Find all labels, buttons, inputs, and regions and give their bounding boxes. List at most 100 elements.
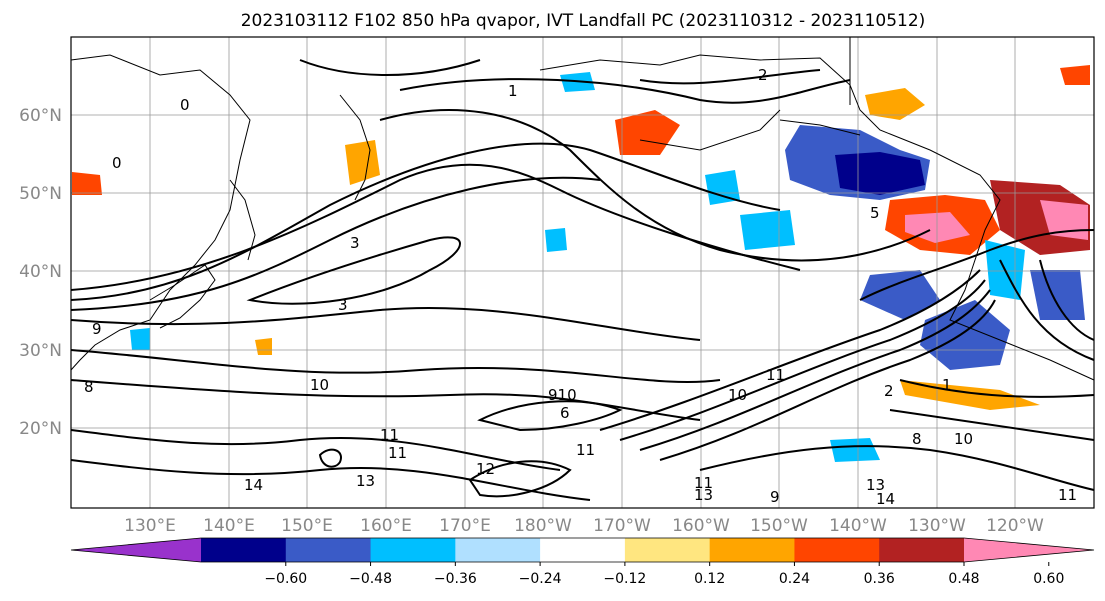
- contour-label: 8: [84, 378, 94, 396]
- contour-line: [70, 379, 701, 421]
- contour-line: [299, 59, 481, 76]
- shading-positive-north: [865, 88, 925, 120]
- contour-loop: [477, 400, 623, 432]
- lon-label: 130°E: [124, 516, 176, 536]
- lon-label: 170°E: [439, 516, 491, 536]
- map-panel: 0 0 1 2 3 3 6 5 1 2 9 8 10 910 11 11 12 …: [70, 36, 1095, 509]
- lon-labels: 130°E 140°E 150°E 160°E 170°E 180°W 170°…: [124, 516, 1044, 536]
- contour-label: 3: [338, 296, 348, 314]
- contour-label: 9: [770, 488, 780, 506]
- map-background: [71, 37, 1094, 508]
- ivt-contours: [70, 59, 1095, 501]
- colorbar-outline: [70, 537, 1095, 563]
- colorbar-ticks: −0.60 −0.48 −0.36 −0.24 −0.12 0.12 0.24 0.36 0.4…: [264, 562, 1064, 587]
- lon-label: 180°W: [514, 516, 572, 536]
- contour-line: [1039, 259, 1095, 341]
- contour-label: 5: [870, 204, 880, 222]
- lon-label: 160°E: [360, 516, 412, 536]
- contour-label: 11: [1058, 486, 1077, 504]
- colorbar-box: [624, 538, 711, 562]
- contour-line: [379, 109, 931, 262]
- contour-ar-1: [599, 269, 981, 431]
- coast-japan: [149, 264, 216, 329]
- contour-label: 0: [112, 154, 122, 172]
- contour-label: 11: [388, 444, 407, 462]
- colorbar-tick-label: 0.24: [779, 571, 810, 587]
- colorbar-tick-label: 0.60: [1033, 571, 1064, 587]
- colorbar-box: [201, 538, 287, 562]
- graticule: [71, 37, 1094, 508]
- contour-label: 10: [728, 386, 747, 404]
- contour-label: 11: [380, 426, 399, 444]
- coast-kamchatka: [339, 94, 371, 201]
- shading-negative-offshore: [860, 270, 940, 320]
- lat-labels: 60°N 50°N 40°N 30°N 20°N: [19, 106, 62, 439]
- contour-line: [859, 229, 1095, 301]
- contour-line: [399, 78, 851, 104]
- colorbar-extend-left: [71, 538, 201, 562]
- colorbar-tick-label: −0.24: [519, 571, 562, 587]
- colorbar-boxes: [201, 538, 965, 562]
- coast-alaska-peninsula: [639, 109, 781, 151]
- colorbar-box: [540, 538, 626, 562]
- contour-line: [70, 176, 601, 311]
- contour-label: 10: [954, 430, 973, 448]
- coast-north-america: [539, 54, 1095, 381]
- lon-label: 140°E: [203, 516, 255, 536]
- map-frame: [70, 36, 1095, 509]
- shading-negative-east: [1030, 270, 1085, 320]
- contour-label: 2: [758, 66, 768, 84]
- lon-label: 140°W: [829, 516, 887, 536]
- shading-negative-patch-5: [830, 438, 880, 462]
- contour-loop: [468, 460, 572, 498]
- colorbar-box: [370, 538, 456, 562]
- contour-label: 3: [350, 234, 360, 252]
- contour-labels: 0 0 1 2 3 3 6 5 1 2 9 8 10 910 11 11 12 …: [84, 66, 1077, 508]
- shading-negative-patch-6: [130, 328, 150, 350]
- lat-label: 30°N: [19, 341, 62, 361]
- contour-ar-4: [659, 299, 996, 461]
- lat-label: 60°N: [19, 106, 62, 126]
- colorbar-tick-label: −0.12: [603, 571, 646, 587]
- colorbar-tick-label: −0.36: [434, 571, 477, 587]
- lon-label: 150°E: [281, 516, 333, 536]
- shading-positive-kamchatka: [345, 140, 380, 185]
- contour-label: 0: [180, 96, 190, 114]
- contour-line: [899, 379, 1095, 398]
- colorbar-tick-label: 0.36: [864, 571, 895, 587]
- lon-label: 120°W: [986, 516, 1044, 536]
- shading-negative-subtropics: [920, 300, 1010, 370]
- contour-line: [889, 409, 1095, 441]
- contour-label: 12: [476, 460, 495, 478]
- contour-line: [639, 69, 821, 85]
- contour-ar-3: [639, 289, 991, 451]
- contour-line: [70, 142, 781, 301]
- lon-label: 160°W: [672, 516, 730, 536]
- contour-label: 9: [92, 320, 102, 338]
- contour-loop: [246, 236, 461, 305]
- contour-label: 13: [866, 476, 885, 494]
- contour-label: 11: [694, 474, 713, 492]
- contour-label: 13: [694, 486, 713, 504]
- contour-line: [70, 429, 561, 471]
- coast-aleutians: [779, 119, 861, 136]
- contour-ar-2: [619, 279, 986, 441]
- colorbar-tick-label: −0.60: [264, 571, 307, 587]
- shading-positive-arctic: [1060, 65, 1090, 85]
- colorbar-tick-label: −0.48: [349, 571, 392, 587]
- colorbar: −0.60 −0.48 −0.36 −0.24 −0.12 0.12 0.24 0.36 0.4…: [70, 537, 1095, 587]
- shading-negative-patch-3: [740, 210, 795, 250]
- contour-line: [70, 163, 801, 291]
- shading-negative-patch-1: [705, 170, 740, 205]
- colorbar-box: [455, 538, 541, 562]
- contour-label: 1: [942, 376, 952, 394]
- colorbar-tick-label: 0.48: [948, 571, 979, 587]
- contour-line: [70, 307, 701, 341]
- contour-label: 910: [548, 386, 577, 404]
- contour-label: 13: [356, 472, 375, 490]
- contour-line: [70, 459, 591, 501]
- figure-title: 2023103112 F102 850 hPa qvapor, IVT Land…: [241, 11, 926, 31]
- lon-label: 170°W: [593, 516, 651, 536]
- lat-label: 20°N: [19, 419, 62, 439]
